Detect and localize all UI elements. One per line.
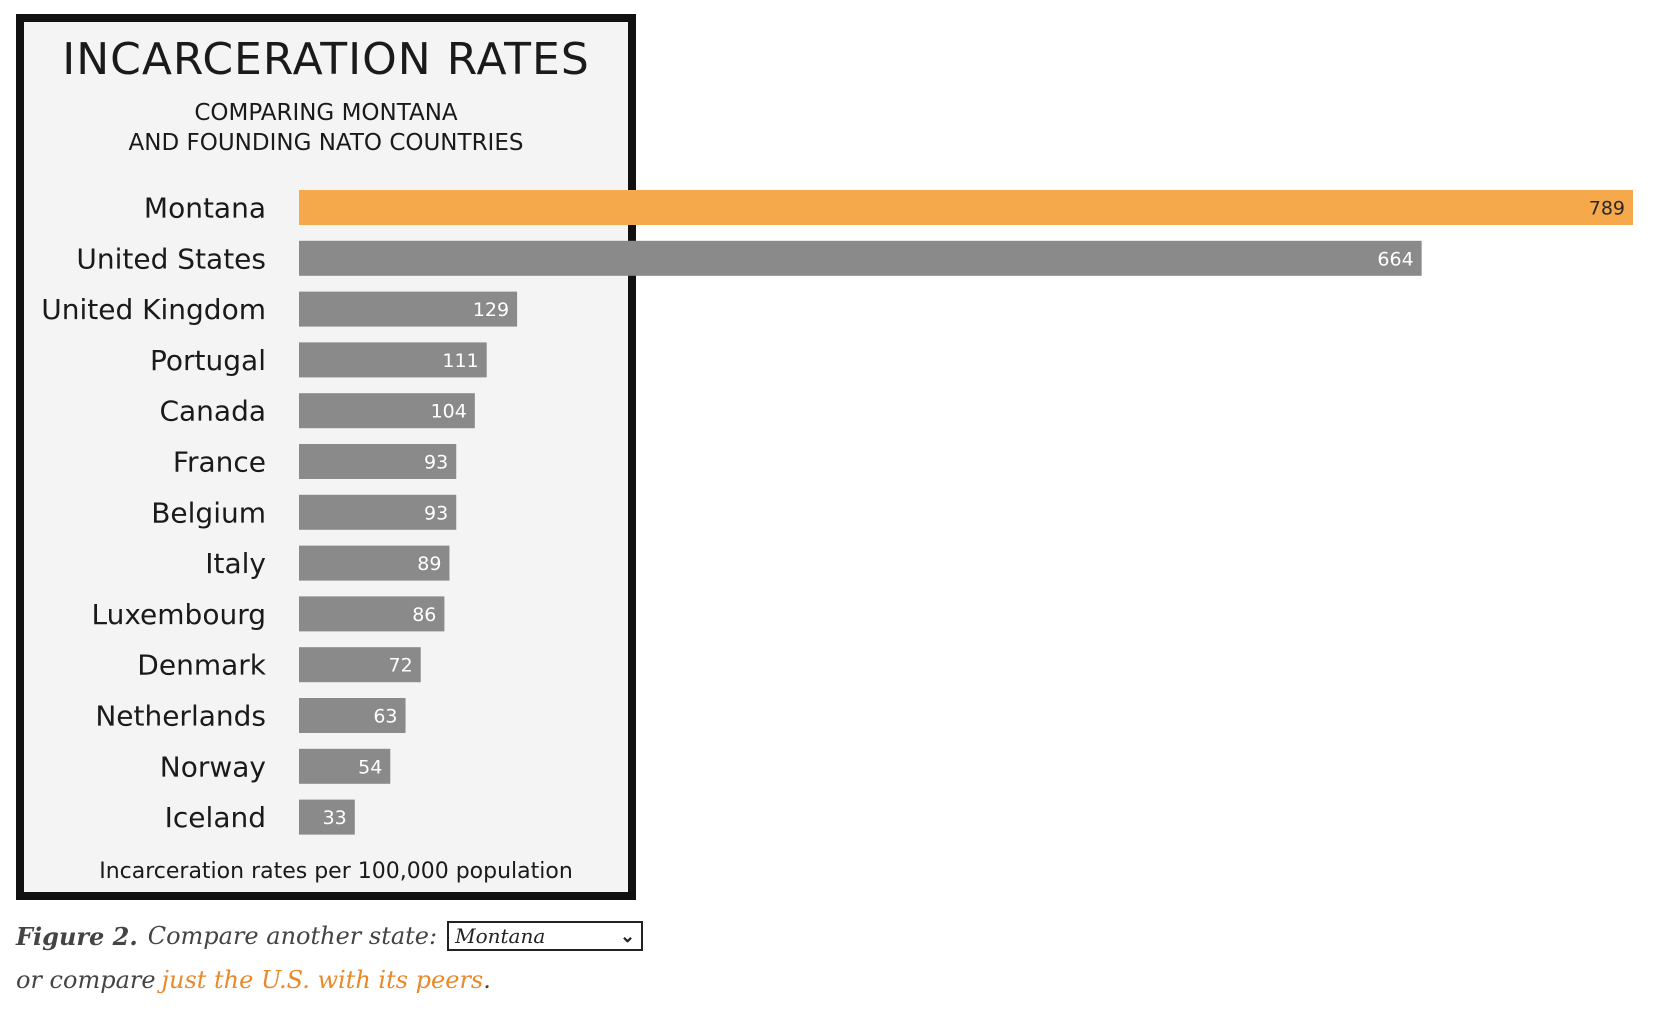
x-axis-label: Incarceration rates per 100,000 populati… [99,859,573,884]
bar [299,647,421,683]
bar [299,596,445,632]
bar [299,342,487,378]
bar [299,799,355,835]
bar [299,444,457,479]
figure-label: Figure 2. [16,921,138,951]
category-label: United Kingdom [41,293,266,326]
bar [299,698,406,733]
chart-title: INCARCERATION RATES [62,34,590,85]
bar [299,494,457,530]
value-label: 111 [442,350,478,372]
category-label: Belgium [151,496,266,529]
figure-caption: Figure 2. Compare another state: Montana… [16,917,644,955]
value-label: 104 [431,401,467,423]
value-label: 33 [323,807,347,829]
value-label: 129 [473,299,509,321]
category-label: Denmark [137,649,266,682]
subtitle-line-2: AND FOUNDING NATO COUNTRIES [128,130,524,156]
value-label: 54 [358,756,382,778]
chevron-down-icon: ⌄ [620,925,636,947]
category-label: Portugal [150,344,266,377]
state-select[interactable]: Montana ⌄ [447,921,644,951]
subtitle-line-1: COMPARING MONTANA [194,100,458,126]
value-label: 86 [412,604,436,626]
state-select-value: Montana [455,924,546,948]
period-text: . [483,966,491,994]
category-label: Italy [205,547,266,580]
value-label: 789 [1589,198,1625,220]
us-peers-link[interactable]: just the U.S. with its peers [161,966,484,994]
category-label: Montana [144,192,266,225]
category-label: France [173,446,266,479]
bar [299,545,450,581]
value-label: 63 [373,706,397,728]
or-compare-text: or compare [16,966,156,994]
value-label: 93 [424,502,448,524]
value-label: 93 [424,452,448,474]
category-label: Norway [160,750,266,783]
category-label: Netherlands [95,700,266,733]
category-label: Canada [159,395,266,428]
category-label: Iceland [165,801,266,834]
value-label: 72 [389,655,413,677]
bar [299,190,1633,225]
bar [299,291,518,327]
compare-text: Compare another state: [147,922,438,950]
bar-chart: Montana 789 United States 664 United Kingdom… [41,190,1633,884]
chart-subtitle: COMPARING MONTANA AND FOUNDING NATO COUN… [16,98,636,158]
compare-line: or compare just the U.S. with its peers … [16,960,491,1000]
bar [299,240,1422,276]
category-label: United States [76,242,266,275]
value-label: 664 [1377,248,1413,270]
bar [299,393,475,429]
value-label: 89 [417,553,441,575]
category-label: Luxembourg [91,598,266,631]
bar [299,748,391,784]
